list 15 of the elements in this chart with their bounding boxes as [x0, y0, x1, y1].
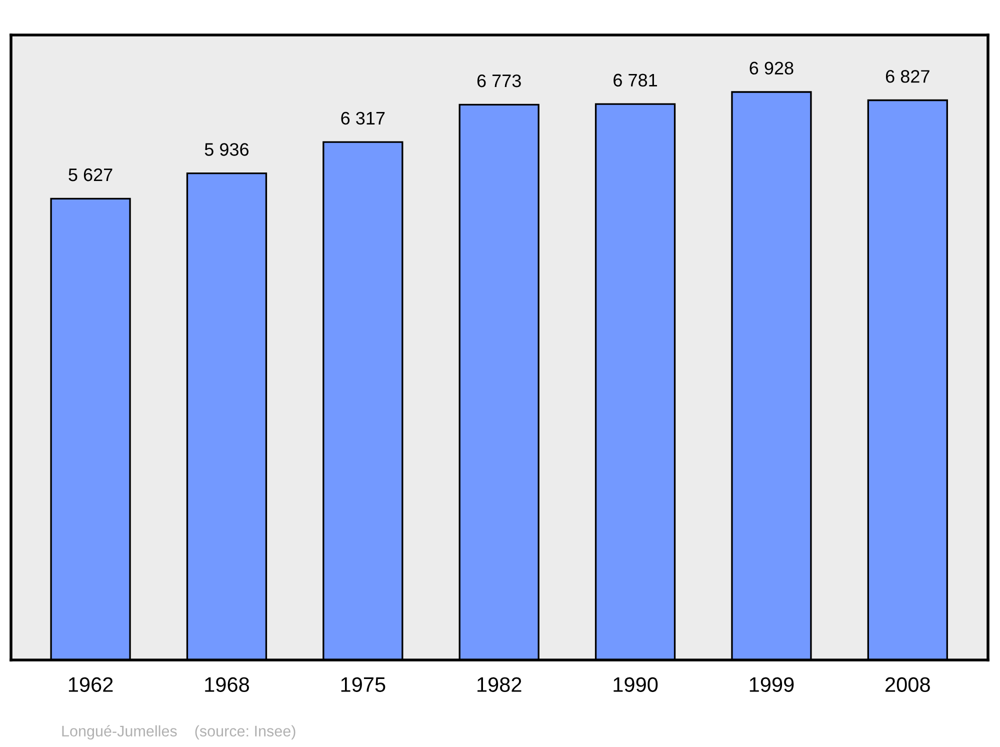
data-label: 5 936	[204, 143, 249, 156]
x-tick-label: 1975	[341, 677, 386, 692]
data-label: 6 928	[750, 62, 794, 75]
x-tick-label: 1982	[478, 677, 522, 692]
data-label: 6 781	[614, 74, 657, 87]
x-tick-label: 1962	[68, 677, 113, 692]
x-tick-label: 1968	[205, 677, 249, 692]
data-label: 6 773	[477, 74, 521, 88]
data-label: 6 827	[886, 70, 930, 83]
text: Longué-Jumelles (source: Insee)	[62, 725, 296, 740]
data-label: 5 627	[68, 168, 112, 182]
x-tick-label: 1990	[614, 677, 658, 692]
data-label: 6 317	[341, 112, 385, 125]
x-tick-label: 2008	[886, 677, 930, 692]
x-tick-label: 1999	[750, 677, 794, 692]
